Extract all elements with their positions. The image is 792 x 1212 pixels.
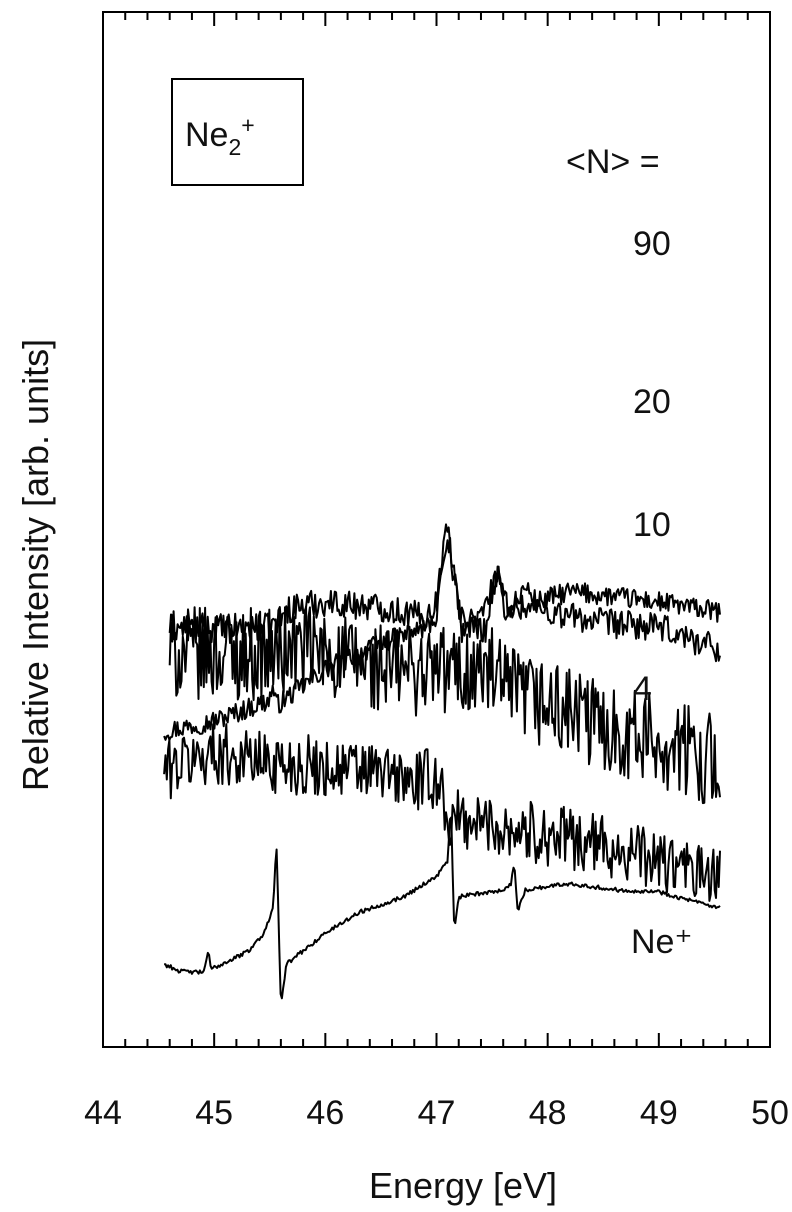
spectrum-trace <box>163 723 721 902</box>
spectrum-traces <box>163 523 721 1000</box>
legend-frame <box>171 78 304 186</box>
y-axis-title: Relative Intensity [arb. units] <box>15 339 56 791</box>
series-label: 10 <box>633 506 671 544</box>
legend-superscript: + <box>241 112 254 138</box>
legend-subscript: 2 <box>228 134 241 160</box>
x-tick-label: 47 <box>418 1094 456 1132</box>
axis-ticks <box>102 12 771 1047</box>
spectrum-trace <box>168 605 721 805</box>
x-tick-label: 46 <box>306 1094 344 1132</box>
series-label: 4 <box>633 670 652 708</box>
x-tick-label: 44 <box>84 1094 122 1132</box>
spectrum-trace <box>164 816 721 1000</box>
series-label: Ne⁺ <box>631 923 692 961</box>
x-tick-label: 48 <box>529 1094 567 1132</box>
x-tick-labels: 44 45 46 47 48 49 50 <box>84 1094 789 1132</box>
spectrum-trace <box>168 536 721 663</box>
x-axis-title: Energy [eV] <box>369 1165 557 1206</box>
x-tick-label: 45 <box>195 1094 233 1132</box>
series-labels: 90 20 10 4 Ne⁺ <box>631 225 692 961</box>
x-tick-label: 49 <box>640 1094 678 1132</box>
spectrum-trace <box>163 523 721 741</box>
series-label: 20 <box>633 383 671 421</box>
legend-base: Ne <box>185 116 228 154</box>
x-tick-label: 50 <box>751 1094 789 1132</box>
legend-label: Ne2+ <box>185 112 255 160</box>
n-header: <N> = <box>566 143 660 181</box>
legend-box: Ne2+ <box>171 78 304 186</box>
series-label: 90 <box>633 225 671 263</box>
